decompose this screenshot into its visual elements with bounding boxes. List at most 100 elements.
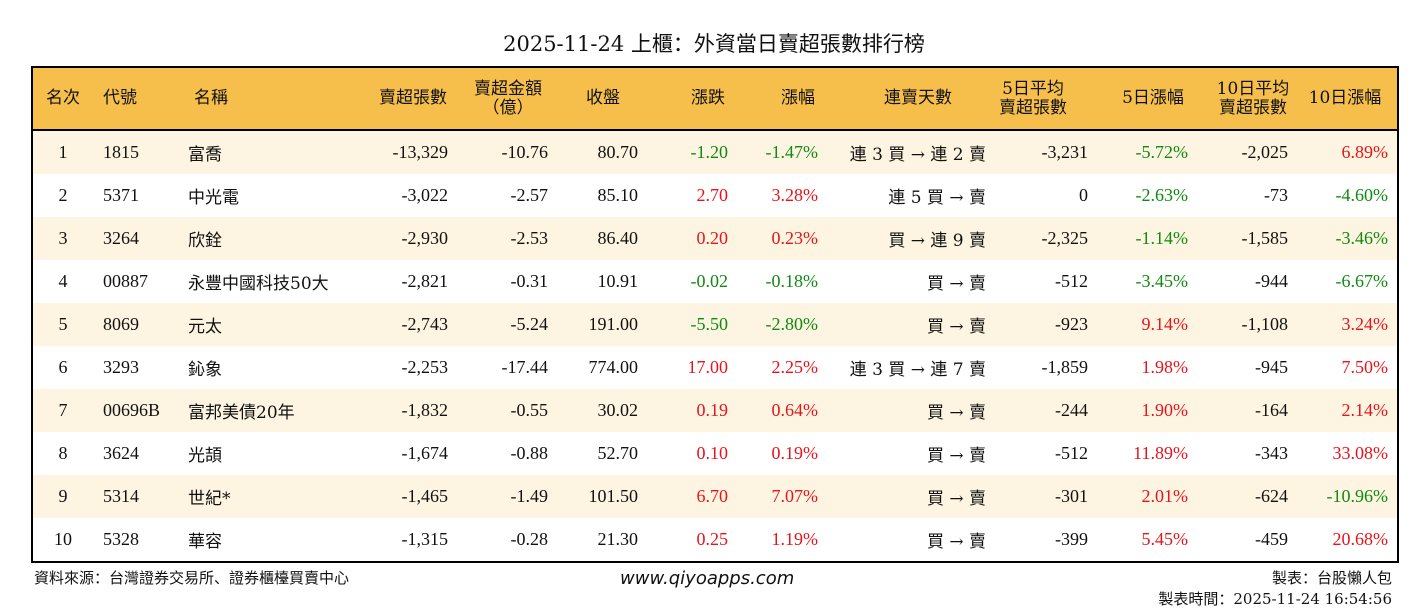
cell-change: 2.70 [696, 185, 729, 205]
cell-change-pct: 3.28% [771, 185, 819, 205]
cell-code: 5371 [103, 185, 139, 205]
header-pct5[interactable]: 5日漲幅 [1122, 88, 1184, 108]
cell-avg10-sell: -73 [1264, 185, 1288, 205]
data-source: 資料來源：台灣證券交易所、證券櫃檯買賣中心 [34, 569, 350, 587]
table-row[interactable]: 3 3264 欣銓 -2,930 -2.53 86.40 0.20 0.23% 買 → 連 9 … [33, 217, 1397, 260]
cell-change-pct: 2.25% [771, 357, 819, 377]
table-row[interactable]: 9 5314 世紀* -1,465 -1.49 101.50 6.70 7.07% 買 → 賣 -… [33, 475, 1397, 518]
cell-pct10: -10.96% [1326, 486, 1389, 506]
cell-pct5: 11.89% [1133, 443, 1188, 463]
cell-change: 17.00 [687, 357, 729, 377]
table-row[interactable]: 5 8069 元太 -2,743 -5.24 191.00 -5.50 -2.80% 買 → 賣… [33, 303, 1397, 346]
cell-pct5: -5.72% [1135, 142, 1189, 162]
cell-close: 30.02 [597, 400, 639, 420]
cell-change: 0.10 [696, 443, 729, 463]
cell-streak: 買 → 賣 [926, 446, 986, 466]
header-change[interactable]: 漲跌 [691, 88, 725, 108]
cell-avg5-sell: -923 [1055, 314, 1088, 334]
header-avg10-sell[interactable]: 10日平均 賣超張數 [1216, 78, 1290, 118]
cell-pct10: 33.08% [1332, 443, 1389, 463]
table-row[interactable]: 10 5328 華容 -1,315 -0.28 21.30 0.25 1.19% 買 → 賣 -3… [33, 518, 1397, 561]
cell-change: 0.25 [696, 529, 729, 549]
cell-avg10-sell: -164 [1255, 400, 1288, 420]
cell-name: 鈊象 [188, 360, 222, 380]
cell-rank: 6 [58, 357, 68, 377]
cell-code: 5328 [103, 529, 139, 549]
cell-change-pct: -1.47% [765, 142, 819, 162]
cell-avg10-sell: -2,025 [1241, 142, 1289, 162]
header-streak[interactable]: 連賣天數 [884, 88, 952, 108]
cell-change-pct: 0.23% [771, 228, 819, 248]
cell-streak: 買 → 賣 [926, 274, 986, 294]
cell-change-pct: -2.80% [765, 314, 819, 334]
cell-streak: 買 → 賣 [926, 489, 986, 509]
header-sell-volume[interactable]: 賣超張數 [379, 88, 447, 108]
cell-rank: 2 [58, 185, 68, 205]
header-sell-amount[interactable]: 賣超金額 （億） [474, 78, 542, 118]
website-link[interactable]: www.qiyoapps.com [620, 568, 795, 589]
cell-pct10: -3.46% [1335, 228, 1389, 248]
cell-name: 華容 [188, 532, 222, 552]
header-close[interactable]: 收盤 [586, 88, 620, 108]
cell-code: 3293 [103, 357, 139, 377]
cell-streak: 買 → 賣 [926, 317, 986, 337]
cell-change-pct: 7.07% [771, 486, 819, 506]
ranking-table: 名次 代號 名稱 賣超張數 賣超金額 （億） 收盤 漲跌 漲幅 連賣天數 5日平均 賣超張數 5日漲… [31, 66, 1399, 563]
cell-name: 中光電 [188, 188, 239, 208]
table-row[interactable]: 4 00887 永豐中國科技50大 -2,821 -0.31 10.91 -0.02 -0.1… [33, 260, 1397, 303]
cell-name: 富邦美債20年 [188, 403, 295, 423]
header-rank[interactable]: 名次 [46, 88, 80, 108]
cell-avg5-sell: -399 [1055, 529, 1088, 549]
table-row[interactable]: 2 5371 中光電 -3,022 -2.57 85.10 2.70 3.28% 連 5 買 →… [33, 174, 1397, 217]
cell-pct10: 2.14% [1341, 400, 1389, 420]
cell-close: 80.70 [597, 142, 639, 162]
cell-pct5: 1.98% [1141, 357, 1189, 377]
cell-code: 1815 [103, 142, 139, 162]
table-row[interactable]: 1 1815 富喬 -13,329 -10.76 80.70 -1.20 -1.47% 連 3 … [33, 131, 1397, 174]
header-change-pct[interactable]: 漲幅 [781, 88, 815, 108]
maker: 製表：台股懶人包 [1271, 569, 1392, 587]
cell-sell-amount: -2.57 [510, 185, 549, 205]
cell-avg10-sell: -343 [1255, 443, 1288, 463]
cell-streak: 連 3 買 → 連 7 賣 [849, 360, 986, 380]
cell-pct5: 2.01% [1141, 486, 1189, 506]
cell-pct5: 5.45% [1141, 529, 1189, 549]
cell-avg5-sell: -2,325 [1041, 228, 1089, 248]
cell-pct5: -1.14% [1135, 228, 1189, 248]
cell-close: 774.00 [588, 357, 639, 377]
cell-avg10-sell: -459 [1255, 529, 1288, 549]
header-pct10[interactable]: 10日漲幅 [1308, 88, 1382, 108]
cell-avg5-sell: -512 [1055, 443, 1088, 463]
cell-close: 191.00 [588, 314, 639, 334]
table-row[interactable]: 7 00696B 富邦美債20年 -1,832 -0.55 30.02 0.19 0.64% 買… [33, 389, 1397, 432]
table-row[interactable]: 6 3293 鈊象 -2,253 -17.44 774.00 17.00 2.25% 連 3 買… [33, 346, 1397, 389]
cell-change-pct: -0.18% [765, 271, 819, 291]
cell-code: 8069 [103, 314, 139, 334]
cell-avg10-sell: -945 [1255, 357, 1288, 377]
header-name[interactable]: 名稱 [194, 88, 228, 108]
cell-avg5-sell: -244 [1055, 400, 1088, 420]
cell-code: 00887 [103, 271, 148, 291]
cell-sell-amount: -5.24 [510, 314, 549, 334]
cell-rank: 9 [58, 486, 68, 506]
cell-avg10-sell: -624 [1255, 486, 1288, 506]
cell-change: 0.19 [696, 400, 729, 420]
cell-name: 欣銓 [188, 231, 222, 251]
cell-close: 21.30 [597, 529, 639, 549]
cell-sell-volume: -1,832 [401, 400, 449, 420]
header-avg5-sell[interactable]: 5日平均 賣超張數 [999, 78, 1067, 118]
cell-sell-amount: -0.88 [510, 443, 549, 463]
header-code[interactable]: 代號 [103, 88, 137, 108]
made-time: 製表時間：2025-11-24 16:54:56 [1158, 590, 1392, 608]
cell-change: -0.02 [690, 271, 729, 291]
cell-sell-amount: -2.53 [510, 228, 549, 248]
table-header: 名次 代號 名稱 賣超張數 賣超金額 （億） 收盤 漲跌 漲幅 連賣天數 5日平均 賣超張數 5日漲… [33, 68, 1397, 131]
cell-pct10: -6.67% [1335, 271, 1389, 291]
cell-close: 86.40 [597, 228, 639, 248]
table-row[interactable]: 8 3624 光頡 -1,674 -0.88 52.70 0.10 0.19% 買 → 賣 -51… [33, 432, 1397, 475]
cell-rank: 8 [58, 443, 68, 463]
cell-streak: 買 → 連 9 賣 [888, 231, 986, 251]
cell-sell-volume: -1,674 [401, 443, 449, 463]
cell-rank: 10 [54, 529, 72, 549]
cell-close: 101.50 [588, 486, 639, 506]
